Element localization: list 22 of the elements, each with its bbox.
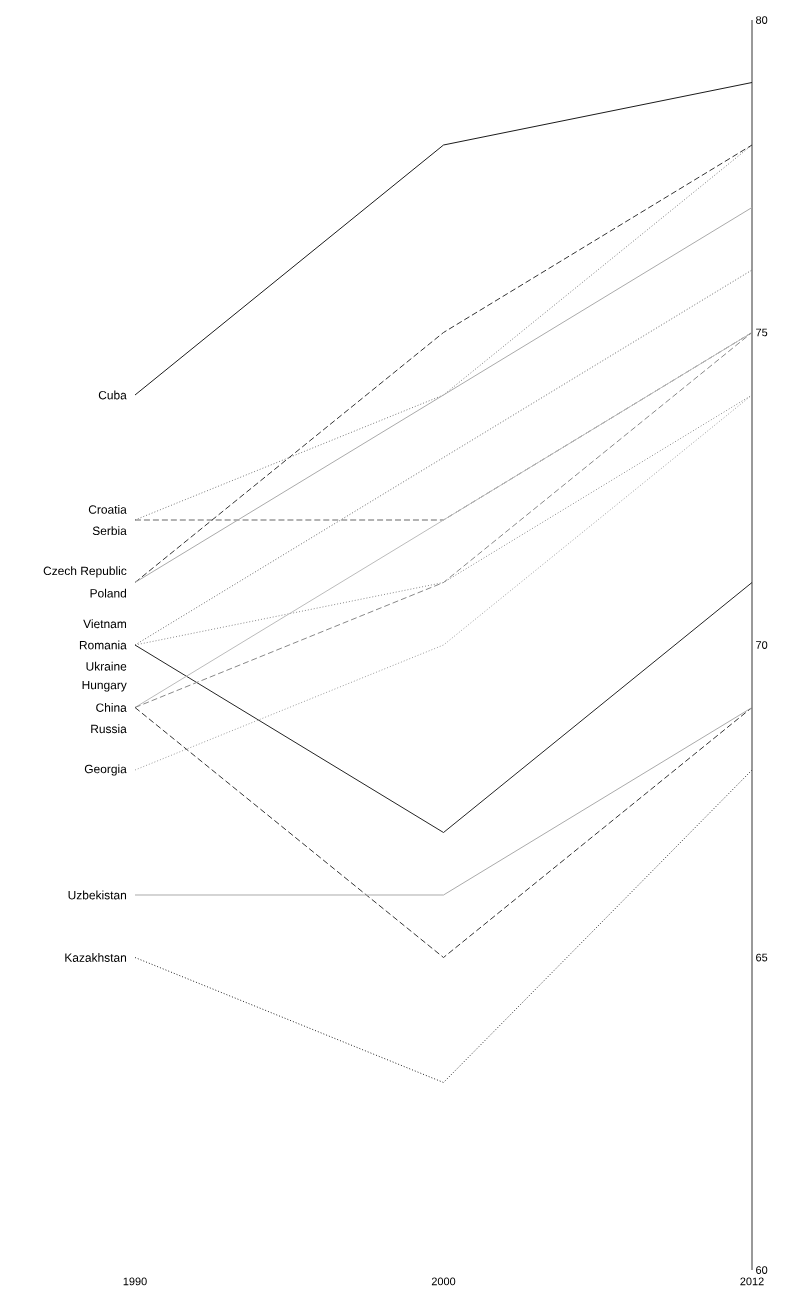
x-tick-label: 2012 xyxy=(740,1277,764,1286)
series-label: Vietnam xyxy=(83,619,127,629)
series-label: Russia xyxy=(91,724,127,734)
y-tick-label: 80 xyxy=(755,16,768,24)
series-label: Georgia xyxy=(84,764,127,776)
y-tick-label: 60 xyxy=(756,1266,768,1274)
y-tick-label: 65 xyxy=(756,953,768,962)
series-label: Hungary xyxy=(82,680,127,692)
series-label: Poland xyxy=(90,588,127,598)
series-label: Czech Republic xyxy=(43,566,127,578)
y-tick-label: 75 xyxy=(756,328,768,337)
series-label: Kazakhstan xyxy=(65,953,127,962)
x-tick-label: 1990 xyxy=(123,1277,147,1286)
series-label: Cuba xyxy=(98,390,127,400)
series-label: Romania xyxy=(79,640,127,650)
series-label: China xyxy=(96,703,127,712)
x-tick-label: 2000 xyxy=(431,1277,456,1286)
series-label: Serbia xyxy=(92,526,127,536)
series-label: Uzbekistan xyxy=(68,890,127,900)
series-label: Ukraine xyxy=(86,661,127,671)
y-tick-label: 70 xyxy=(756,641,768,649)
series-label: Croatia xyxy=(88,504,127,514)
